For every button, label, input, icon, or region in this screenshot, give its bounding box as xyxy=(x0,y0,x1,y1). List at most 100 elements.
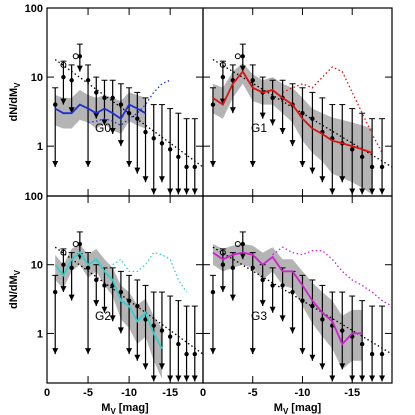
data-point xyxy=(369,351,375,357)
arrow-head xyxy=(93,112,100,119)
x-tick-label: -15 xyxy=(344,387,360,399)
x-axis-label: MV [mag] xyxy=(101,402,149,415)
data-point xyxy=(143,317,148,322)
arrow-head xyxy=(134,167,141,174)
dotted-line xyxy=(112,251,188,293)
arrow-head xyxy=(259,300,266,307)
data-point xyxy=(184,164,189,170)
model-line xyxy=(54,251,163,350)
x-tick-label: -10 xyxy=(121,387,137,399)
data-point xyxy=(61,74,66,80)
band xyxy=(212,244,363,370)
arrow-head xyxy=(101,119,108,126)
arrow-head xyxy=(142,176,149,183)
data-point xyxy=(369,164,375,170)
data-point xyxy=(240,54,245,59)
data-point xyxy=(110,95,115,101)
arrow-head xyxy=(191,188,198,195)
arrow-head xyxy=(299,160,306,167)
data-point xyxy=(94,90,99,95)
y-tick-label: 100 xyxy=(25,3,43,15)
data-point xyxy=(69,265,74,271)
arrow-head xyxy=(289,327,296,334)
arrow-head xyxy=(109,128,116,135)
model-line xyxy=(212,251,363,346)
data-point xyxy=(230,265,236,271)
y-label-sub: V xyxy=(13,82,22,88)
y-label-main: dN/dM xyxy=(8,88,20,122)
open-circle xyxy=(219,249,226,256)
y-tick-label: 1 xyxy=(37,141,43,153)
arrow-head xyxy=(299,348,306,355)
data-point xyxy=(192,351,197,357)
arrow-head xyxy=(150,375,157,382)
data-point xyxy=(151,323,156,328)
data-point xyxy=(350,147,355,152)
arrow-head xyxy=(175,375,182,382)
arrow-head xyxy=(191,375,198,382)
y-tick-label: 100 xyxy=(25,191,43,203)
arrow-head xyxy=(158,363,165,370)
x-label-main: M xyxy=(101,402,110,414)
data-point xyxy=(102,95,107,101)
arrow-head xyxy=(319,363,326,370)
y-tick-label: 10 xyxy=(31,72,43,84)
data-point xyxy=(310,116,315,121)
band xyxy=(55,244,162,379)
arrow-head xyxy=(309,354,316,361)
open-circle xyxy=(234,241,241,248)
data-point xyxy=(102,283,107,288)
arrow-head xyxy=(76,65,83,72)
open-circle xyxy=(72,241,79,248)
powerlaw-line xyxy=(54,246,203,355)
arrow-head xyxy=(126,160,133,167)
arrow-head xyxy=(239,65,246,72)
arrow-head xyxy=(209,160,216,167)
arrow-head xyxy=(101,306,108,313)
data-point xyxy=(118,289,124,295)
data-point xyxy=(320,317,325,322)
x-axis-label: MV [mag] xyxy=(274,402,322,415)
plot-area xyxy=(52,43,203,195)
arrow-head xyxy=(269,119,276,126)
arrow-head xyxy=(319,176,326,183)
data-point xyxy=(85,265,91,271)
data-point xyxy=(159,141,165,146)
data-point xyxy=(310,303,315,309)
model-line xyxy=(54,103,146,120)
data-point xyxy=(176,154,181,160)
arrow-head xyxy=(229,107,236,114)
arrow-head xyxy=(379,188,386,195)
arrow-head xyxy=(60,98,67,105)
plot-area xyxy=(209,43,392,195)
open-circle xyxy=(60,249,67,256)
data-point xyxy=(159,328,165,333)
arrow-head xyxy=(175,188,182,195)
arrow-head xyxy=(379,375,386,382)
arrow-head xyxy=(289,140,296,147)
open-circle xyxy=(234,53,241,60)
arrow-head xyxy=(85,348,92,355)
arrow-head xyxy=(142,363,149,370)
arrow-head xyxy=(126,348,133,355)
arrow-head xyxy=(259,112,266,119)
data-point xyxy=(379,351,385,357)
data-point xyxy=(260,277,265,283)
y-axis-label: dN/dMV xyxy=(8,269,22,309)
model-line xyxy=(212,70,373,154)
data-point xyxy=(167,147,173,152)
arrow-head xyxy=(93,300,100,307)
powerlaw-line xyxy=(212,246,392,355)
data-point xyxy=(210,289,216,295)
arrow-head xyxy=(158,176,165,183)
arrow-head xyxy=(279,128,286,135)
arrow-head xyxy=(52,160,59,167)
x-tick-label: -15 xyxy=(162,387,178,399)
data-point xyxy=(94,277,99,283)
band xyxy=(55,90,146,134)
open-circle xyxy=(72,53,79,60)
data-point xyxy=(220,74,226,80)
data-point xyxy=(270,283,275,288)
arrow-head xyxy=(117,140,124,147)
data-point xyxy=(240,241,245,247)
